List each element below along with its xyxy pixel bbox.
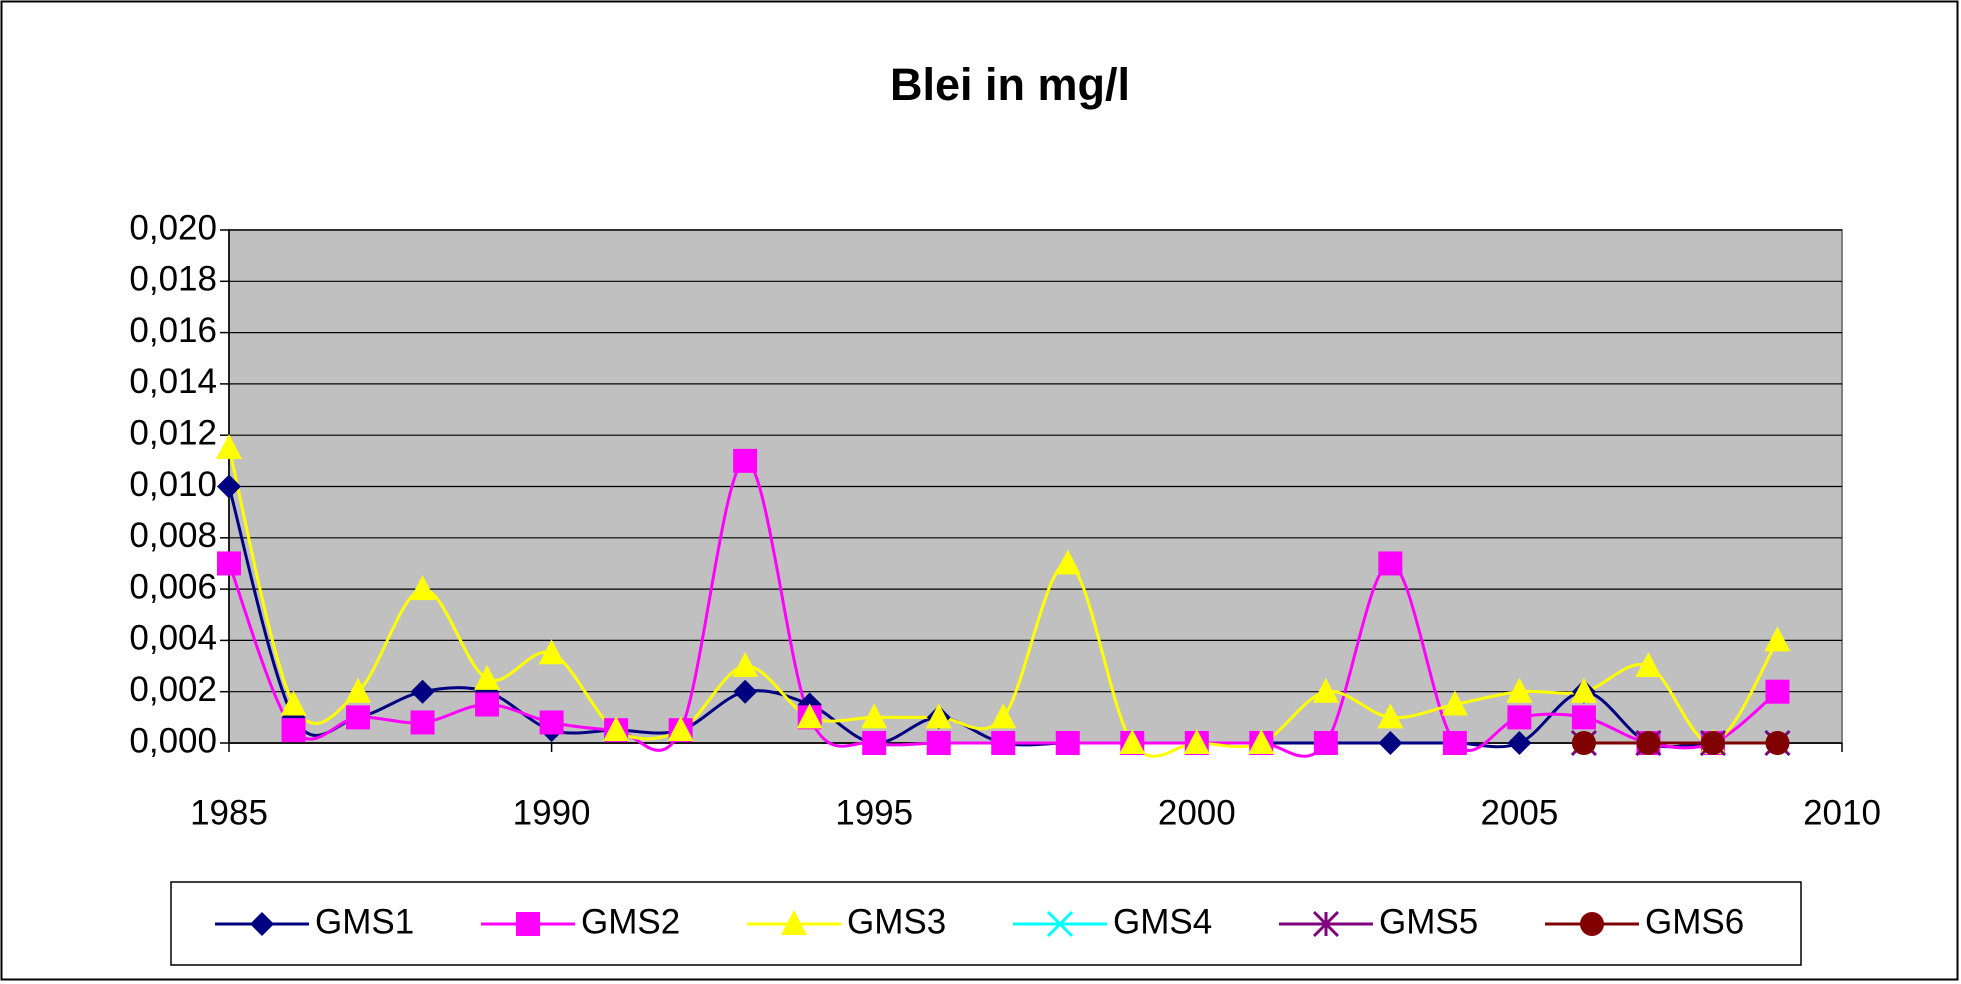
marker: [1046, 910, 1074, 938]
marker: [781, 910, 807, 935]
marker: [345, 677, 372, 703]
marker: [990, 703, 1017, 729]
marker: [733, 448, 758, 473]
marker: [1378, 551, 1403, 576]
marker: [991, 731, 1016, 755]
marker: [926, 731, 951, 755]
legend-item: GMS3: [747, 902, 946, 941]
marker: [538, 639, 565, 665]
marker: [861, 703, 888, 729]
marker: [1442, 731, 1467, 755]
y-tick-label: 0,000: [129, 721, 217, 760]
marker: [1312, 910, 1340, 938]
marker: [1378, 731, 1403, 755]
marker: [410, 679, 435, 704]
marker: [732, 652, 759, 678]
marker: [925, 703, 952, 729]
x-tick-label: 2010: [1803, 793, 1881, 832]
marker: [474, 664, 501, 690]
marker: [250, 912, 274, 936]
marker: [1507, 731, 1532, 755]
marker: [1580, 912, 1604, 936]
marker: [217, 551, 241, 576]
y-tick-label: 0,012: [129, 413, 217, 452]
legend-item: GMS4: [1013, 902, 1212, 941]
marker: [1570, 677, 1597, 703]
marker: [862, 731, 887, 755]
legend-label: GMS3: [847, 902, 946, 941]
y-tick-label: 0,016: [129, 311, 217, 350]
x-tick-label: 1985: [190, 793, 268, 832]
legend-item: GMS5: [1279, 902, 1478, 941]
marker: [1119, 729, 1146, 754]
legend-label: GMS5: [1379, 902, 1478, 941]
marker: [1055, 731, 1080, 755]
marker: [1506, 677, 1533, 703]
chart-title: Blei in mg/l: [890, 59, 1130, 110]
marker: [1571, 705, 1596, 730]
marker: [539, 710, 564, 735]
marker: [409, 575, 436, 601]
marker: [281, 718, 306, 743]
x-tick-label: 2000: [1158, 793, 1236, 832]
legend-label: GMS6: [1645, 902, 1744, 941]
y-tick-label: 0,010: [129, 465, 217, 504]
legend-label: GMS2: [581, 902, 680, 941]
legend-item: GMS1: [215, 902, 414, 941]
marker: [796, 703, 823, 729]
marker: [1054, 549, 1081, 575]
marker: [733, 679, 758, 704]
y-tick-label: 0,018: [129, 260, 217, 299]
marker: [217, 474, 241, 499]
marker: [516, 912, 540, 936]
marker: [280, 690, 307, 716]
marker: [1765, 731, 1790, 755]
marker: [216, 434, 242, 460]
legend-label: GMS1: [315, 902, 414, 941]
y-tick-label: 0,014: [129, 362, 217, 401]
marker: [1248, 729, 1275, 754]
marker: [1507, 705, 1532, 730]
y-tick-label: 0,002: [129, 670, 217, 709]
legend-box: [170, 881, 1802, 966]
marker: [1313, 731, 1338, 755]
y-tick-label: 0,006: [129, 567, 217, 606]
x-tick-label: 1995: [835, 793, 913, 832]
legend-item: GMS2: [481, 902, 680, 941]
marker: [667, 716, 694, 742]
marker: [1700, 731, 1725, 755]
marker: [1377, 703, 1404, 729]
marker: [410, 710, 435, 735]
marker: [1636, 731, 1661, 755]
legend-item: GMS6: [1545, 902, 1744, 941]
x-tick-label: 1990: [513, 793, 591, 832]
marker: [1183, 729, 1210, 754]
x-tick-label: 2005: [1480, 793, 1558, 832]
marker: [1441, 690, 1468, 716]
y-tick-label: 0,020: [129, 208, 217, 247]
marker: [1764, 626, 1791, 652]
marker: [1571, 731, 1596, 755]
marker: [1635, 652, 1662, 678]
legend-label: GMS4: [1113, 902, 1212, 941]
y-tick-label: 0,004: [129, 619, 217, 658]
marker: [603, 716, 630, 742]
marker: [1312, 677, 1339, 703]
marker: [1765, 679, 1790, 704]
y-tick-label: 0,008: [129, 516, 217, 555]
marker: [475, 692, 500, 717]
marker: [346, 705, 371, 730]
